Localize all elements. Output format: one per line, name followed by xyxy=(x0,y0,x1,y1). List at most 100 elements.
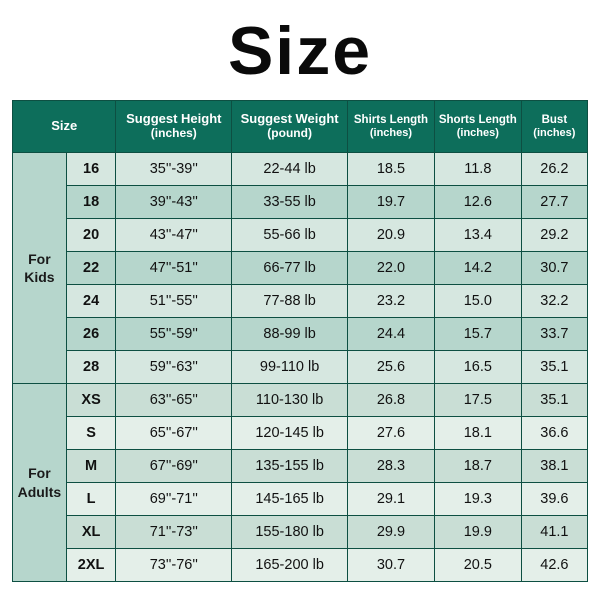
col-height: Suggest Height (inches) xyxy=(116,101,232,153)
cell-shorts: 15.7 xyxy=(434,318,521,351)
header-row: Size Suggest Height (inches) Suggest Wei… xyxy=(13,101,588,153)
table-row: ForKids1635''-39''22-44 lb18.511.826.2 xyxy=(13,153,588,186)
cell-shorts: 15.0 xyxy=(434,285,521,318)
cell-shirts: 24.4 xyxy=(348,318,435,351)
cell-bust: 29.2 xyxy=(521,219,587,252)
cell-size: 18 xyxy=(66,186,116,219)
cell-height: 55''-59'' xyxy=(116,318,232,351)
cell-size: 2XL xyxy=(66,549,116,582)
cell-shorts: 19.9 xyxy=(434,516,521,549)
cell-height: 67''-69'' xyxy=(116,450,232,483)
cell-shirts: 29.1 xyxy=(348,483,435,516)
col-size: Size xyxy=(13,101,116,153)
table-row: L69''-71''145-165 lb29.119.339.6 xyxy=(13,483,588,516)
table-row: XL71''-73''155-180 lb29.919.941.1 xyxy=(13,516,588,549)
cell-size: 24 xyxy=(66,285,116,318)
cell-size: 28 xyxy=(66,351,116,384)
cell-shorts: 13.4 xyxy=(434,219,521,252)
cell-weight: 33-55 lb xyxy=(232,186,348,219)
cell-size: XS xyxy=(66,384,116,417)
cell-bust: 42.6 xyxy=(521,549,587,582)
cell-bust: 32.2 xyxy=(521,285,587,318)
table-row: 2XL73''-76''165-200 lb30.720.542.6 xyxy=(13,549,588,582)
col-shirts: Shirts Length (inches) xyxy=(348,101,435,153)
cell-size: XL xyxy=(66,516,116,549)
cell-size: 26 xyxy=(66,318,116,351)
cell-shorts: 11.8 xyxy=(434,153,521,186)
cell-shorts: 12.6 xyxy=(434,186,521,219)
cell-shirts: 29.9 xyxy=(348,516,435,549)
cell-bust: 35.1 xyxy=(521,384,587,417)
cell-shorts: 19.3 xyxy=(434,483,521,516)
cell-shirts: 18.5 xyxy=(348,153,435,186)
cell-shirts: 27.6 xyxy=(348,417,435,450)
cell-shorts: 14.2 xyxy=(434,252,521,285)
cell-weight: 22-44 lb xyxy=(232,153,348,186)
cell-shorts: 17.5 xyxy=(434,384,521,417)
cell-bust: 30.7 xyxy=(521,252,587,285)
cell-shirts: 26.8 xyxy=(348,384,435,417)
cell-shorts: 18.1 xyxy=(434,417,521,450)
table-row: 2247''-51''66-77 lb22.014.230.7 xyxy=(13,252,588,285)
table-row: ForAdultsXS63''-65''110-130 lb26.817.535… xyxy=(13,384,588,417)
cell-bust: 27.7 xyxy=(521,186,587,219)
cell-shirts: 25.6 xyxy=(348,351,435,384)
col-shorts: Shorts Length (inches) xyxy=(434,101,521,153)
cell-weight: 120-145 lb xyxy=(232,417,348,450)
cell-bust: 41.1 xyxy=(521,516,587,549)
cell-height: 73''-76'' xyxy=(116,549,232,582)
table-row: 2655''-59''88-99 lb24.415.733.7 xyxy=(13,318,588,351)
cell-size: 16 xyxy=(66,153,116,186)
cell-size: 22 xyxy=(66,252,116,285)
cell-shirts: 28.3 xyxy=(348,450,435,483)
cell-shirts: 23.2 xyxy=(348,285,435,318)
table-row: 2859''-63''99-110 lb25.616.535.1 xyxy=(13,351,588,384)
cell-height: 71''-73'' xyxy=(116,516,232,549)
cell-shirts: 20.9 xyxy=(348,219,435,252)
cell-height: 35''-39'' xyxy=(116,153,232,186)
cell-shirts: 30.7 xyxy=(348,549,435,582)
cell-bust: 26.2 xyxy=(521,153,587,186)
cell-size: M xyxy=(66,450,116,483)
cell-weight: 110-130 lb xyxy=(232,384,348,417)
cell-height: 65''-67'' xyxy=(116,417,232,450)
table-row: M67''-69''135-155 lb28.318.738.1 xyxy=(13,450,588,483)
col-bust: Bust (inches) xyxy=(521,101,587,153)
table-row: 1839''-43''33-55 lb19.712.627.7 xyxy=(13,186,588,219)
cell-shirts: 22.0 xyxy=(348,252,435,285)
cell-height: 47''-51'' xyxy=(116,252,232,285)
cell-bust: 38.1 xyxy=(521,450,587,483)
cell-weight: 165-200 lb xyxy=(232,549,348,582)
cell-weight: 66-77 lb xyxy=(232,252,348,285)
group-label: ForAdults xyxy=(13,384,67,582)
cell-weight: 155-180 lb xyxy=(232,516,348,549)
cell-size: L xyxy=(66,483,116,516)
cell-bust: 39.6 xyxy=(521,483,587,516)
cell-height: 39''-43'' xyxy=(116,186,232,219)
cell-height: 51''-55'' xyxy=(116,285,232,318)
group-label: ForKids xyxy=(13,153,67,384)
cell-weight: 145-165 lb xyxy=(232,483,348,516)
cell-weight: 135-155 lb xyxy=(232,450,348,483)
cell-height: 69''-71'' xyxy=(116,483,232,516)
cell-bust: 36.6 xyxy=(521,417,587,450)
cell-size: 20 xyxy=(66,219,116,252)
table-row: S65''-67''120-145 lb27.618.136.6 xyxy=(13,417,588,450)
cell-height: 59''-63'' xyxy=(116,351,232,384)
cell-weight: 99-110 lb xyxy=(232,351,348,384)
table-row: 2451''-55''77-88 lb23.215.032.2 xyxy=(13,285,588,318)
cell-weight: 55-66 lb xyxy=(232,219,348,252)
size-table: Size Suggest Height (inches) Suggest Wei… xyxy=(12,100,588,582)
cell-shorts: 16.5 xyxy=(434,351,521,384)
cell-bust: 35.1 xyxy=(521,351,587,384)
cell-height: 63''-65'' xyxy=(116,384,232,417)
cell-bust: 33.7 xyxy=(521,318,587,351)
cell-shorts: 20.5 xyxy=(434,549,521,582)
cell-height: 43''-47'' xyxy=(116,219,232,252)
cell-shorts: 18.7 xyxy=(434,450,521,483)
cell-weight: 77-88 lb xyxy=(232,285,348,318)
page-title: Size xyxy=(12,12,588,90)
table-row: 2043''-47''55-66 lb20.913.429.2 xyxy=(13,219,588,252)
cell-weight: 88-99 lb xyxy=(232,318,348,351)
col-weight: Suggest Weight (pound) xyxy=(232,101,348,153)
